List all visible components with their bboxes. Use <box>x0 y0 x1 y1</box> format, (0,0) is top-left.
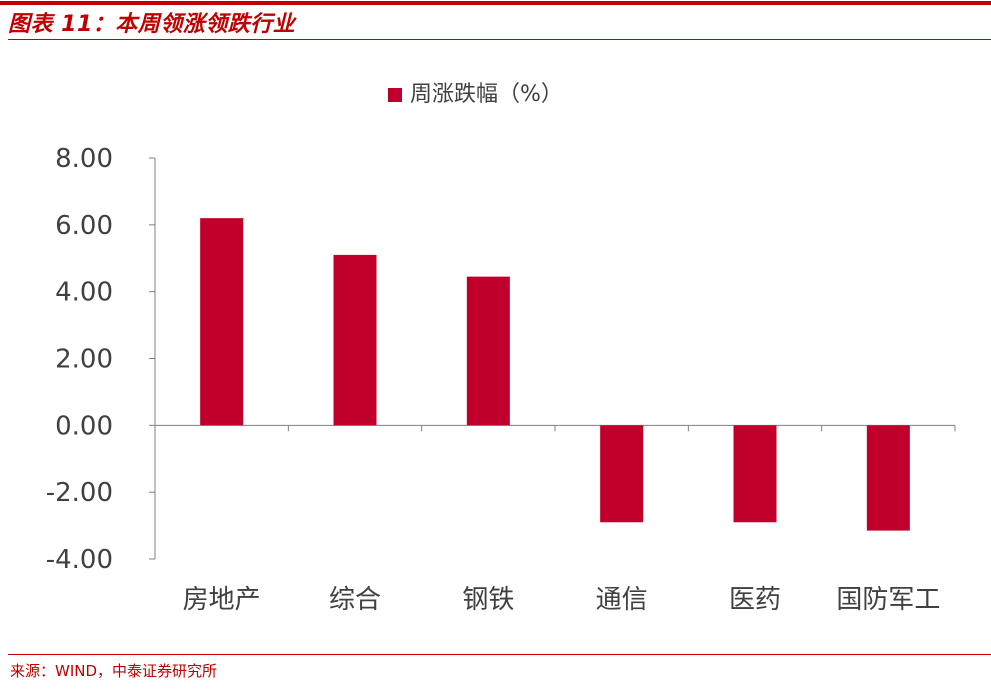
y-tick-label: 2.00 <box>55 345 113 375</box>
x-tick-label: 房地产 <box>183 585 261 615</box>
y-tick-label: -2.00 <box>46 478 113 508</box>
y-tick-label: 8.00 <box>55 144 113 174</box>
legend-label: 周涨跌幅（%） <box>410 82 563 107</box>
bar-chart: 周涨跌幅（%） 8.00 6.00 4.00 2.00 0.00 -2.00 -4.00 房… <box>46 82 956 615</box>
y-tick-label: 4.00 <box>55 278 113 308</box>
x-tick-label: 医药 <box>729 585 781 615</box>
bar <box>866 425 910 531</box>
source-note: 来源：WIND，中泰证券研究所 <box>10 662 218 680</box>
y-tick-labels: 8.00 6.00 4.00 2.00 0.00 -2.00 -4.00 <box>46 144 113 575</box>
x-tick-label: 国防军工 <box>836 585 940 615</box>
bar-group <box>200 218 910 531</box>
bottom-rule <box>8 654 991 655</box>
chart-axes <box>149 157 956 560</box>
legend-swatch <box>388 88 402 102</box>
top-rule <box>0 1 991 5</box>
figure-title: 图表 11：本周领涨领跌行业 <box>8 12 296 37</box>
y-tick-label: 0.00 <box>55 411 113 441</box>
bar <box>466 276 510 426</box>
x-tick-label: 综合 <box>329 585 381 615</box>
bar <box>600 425 644 523</box>
bar <box>333 254 377 426</box>
x-tick-label: 钢铁 <box>462 585 514 615</box>
y-tick-label: 6.00 <box>55 211 113 241</box>
x-tick-label: 通信 <box>596 585 648 615</box>
y-tick-label: -4.00 <box>46 545 113 575</box>
chart-legend: 周涨跌幅（%） <box>388 82 563 107</box>
title-rule <box>8 39 991 40</box>
x-tick-labels: 房地产 综合 钢铁 通信 医药 国防军工 <box>183 585 941 615</box>
bar <box>733 425 777 523</box>
bar <box>200 218 244 426</box>
